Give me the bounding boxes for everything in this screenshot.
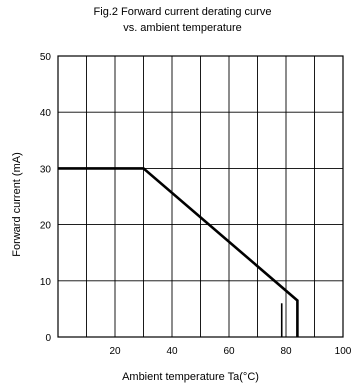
x-tick-label: 60 — [223, 346, 235, 357]
x-tick-label: 80 — [280, 346, 292, 357]
y-tick-label: 10 — [40, 277, 52, 288]
chart-title-line-1: Fig.2 Forward current derating curve — [93, 6, 272, 18]
derating-line — [58, 167, 299, 337]
y-tick-label: 40 — [40, 108, 52, 119]
tick-labels: 20 40 60 80 100 0 10 20 30 40 50 — [40, 52, 352, 357]
x-tick-label: 100 — [335, 346, 352, 357]
y-tick-label: 50 — [40, 52, 52, 63]
y-tick-label: 20 — [40, 221, 52, 232]
x-axis-label: Ambient temperature Ta(°C) — [122, 371, 259, 383]
plot-frame — [57, 55, 344, 338]
chart-title-line-2: vs. ambient temperature — [123, 22, 242, 34]
y-tick-label: 0 — [45, 333, 51, 344]
x-tick-label: 40 — [166, 346, 178, 357]
x-tick-label: 20 — [109, 346, 121, 357]
series-group — [58, 167, 299, 337]
grid — [58, 56, 343, 337]
y-tick-label: 30 — [40, 164, 52, 175]
y-axis-label: Forward current (mA) — [11, 152, 23, 257]
